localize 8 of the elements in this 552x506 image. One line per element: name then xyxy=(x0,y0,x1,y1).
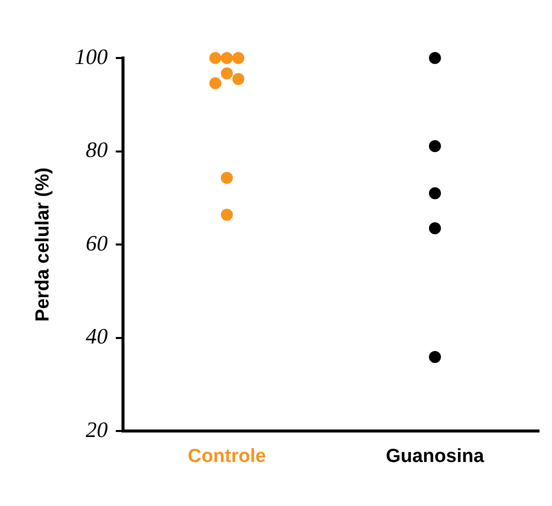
y-tick-label: 60 xyxy=(86,230,108,256)
x-tick-label: Controle xyxy=(188,446,266,467)
y-axis-title: Perda celular (%) xyxy=(32,168,54,322)
y-tick-label: 80 xyxy=(86,137,108,162)
y-tick-label: 40 xyxy=(86,324,108,349)
x-tick-label: Guanosina xyxy=(386,446,484,467)
y-tick-label: 20 xyxy=(86,416,108,442)
y-tick-label: 100 xyxy=(74,44,108,69)
